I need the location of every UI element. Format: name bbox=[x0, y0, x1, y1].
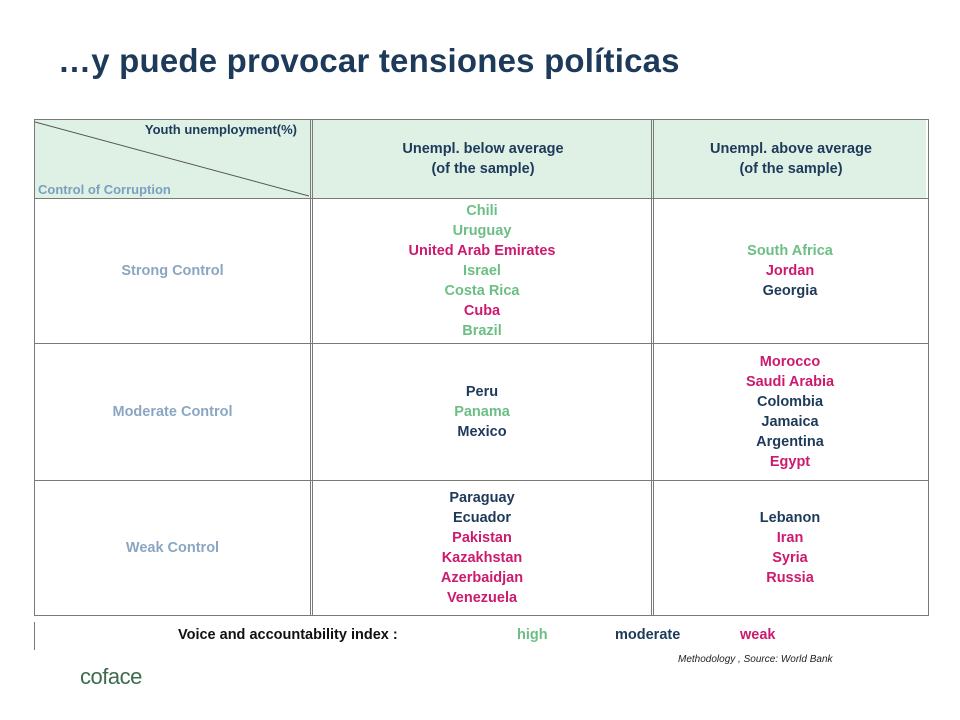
cell-weak-above: Lebanon Iran Syria Russia bbox=[654, 481, 926, 615]
row-label-weak: Weak Control bbox=[125, 540, 220, 556]
list-item: Peru bbox=[465, 384, 499, 400]
legend-moderate: moderate bbox=[615, 627, 681, 643]
column-header-above: Unempl. above average (of the sample) bbox=[656, 120, 926, 198]
row-label-strong: Strong Control bbox=[121, 263, 224, 279]
cell-moderate-above: Morocco Saudi Arabia Colombia Jamaica Ar… bbox=[654, 344, 926, 480]
row-label-moderate: Moderate Control bbox=[112, 404, 233, 420]
list-item: Venezuela bbox=[446, 590, 518, 606]
list-item: Morocco bbox=[759, 354, 821, 370]
coface-logo-text: coface bbox=[80, 664, 142, 689]
corner-row-label: Control of Corruption bbox=[38, 182, 171, 197]
page-title: …y puede provocar tensiones políticas bbox=[58, 42, 680, 79]
source-note: Methodology , Source: World Bank bbox=[678, 654, 833, 665]
legend-row bbox=[34, 622, 927, 650]
row-divider bbox=[35, 198, 928, 199]
list-item: Azerbaidjan bbox=[440, 570, 524, 586]
legend-label: Voice and accountability index : bbox=[178, 627, 398, 643]
corner-diagonal bbox=[35, 121, 309, 197]
list-item: Jordan bbox=[765, 263, 815, 279]
list-item: Russia bbox=[766, 570, 814, 586]
row-divider bbox=[35, 343, 928, 344]
list-item: Israel bbox=[463, 263, 501, 279]
column-header-below: Unempl. below average (of the sample) bbox=[315, 120, 651, 198]
column-divider bbox=[651, 120, 654, 616]
list-item: Pakistan bbox=[452, 530, 512, 546]
cell-weak-below: Paraguay Ecuador Pakistan Kazakhstan Aze… bbox=[313, 481, 651, 615]
list-item: Colombia bbox=[756, 394, 824, 410]
list-item: Uruguay bbox=[452, 223, 512, 239]
list-item: United Arab Emirates bbox=[408, 243, 556, 259]
list-item: Costa Rica bbox=[444, 283, 520, 299]
row-divider bbox=[35, 615, 928, 616]
column-header-below-line2: (of the sample) bbox=[431, 161, 535, 177]
list-item: Georgia bbox=[762, 283, 818, 299]
list-item: Ecuador bbox=[452, 510, 511, 526]
corner-cell: Youth unemployment(%) Control of Corrupt… bbox=[35, 120, 309, 198]
legend-high: high bbox=[517, 627, 548, 643]
list-item: Iran bbox=[776, 530, 804, 546]
list-item: South Africa bbox=[747, 243, 833, 259]
list-item: Saudi Arabia bbox=[745, 374, 835, 390]
list-item: Egypt bbox=[769, 454, 811, 470]
column-divider bbox=[310, 120, 313, 616]
cell-strong-below: Chili Uruguay United Arab Emirates Israe… bbox=[313, 199, 651, 343]
column-header-above-line1: Unempl. above average bbox=[710, 141, 872, 157]
list-item: Brazil bbox=[462, 323, 502, 339]
list-item: Syria bbox=[772, 550, 808, 566]
corruption-unemployment-table: Youth unemployment(%) Control of Corrupt… bbox=[34, 119, 929, 616]
list-item: Jamaica bbox=[761, 414, 819, 430]
column-header-below-line1: Unempl. below average bbox=[402, 141, 564, 157]
coface-logo: coface bbox=[80, 664, 143, 689]
row-divider bbox=[35, 480, 928, 481]
list-item: Lebanon bbox=[759, 510, 821, 526]
list-item: Chili bbox=[466, 203, 498, 219]
list-item: Paraguay bbox=[449, 490, 515, 506]
corner-column-label: Youth unemployment(%) bbox=[144, 122, 297, 137]
cell-strong-above: South Africa Jordan Georgia bbox=[654, 199, 926, 343]
cell-moderate-below: Peru Panama Mexico bbox=[313, 344, 651, 480]
list-item: Panama bbox=[454, 404, 510, 420]
column-header-above-line2: (of the sample) bbox=[739, 161, 843, 177]
list-item: Argentina bbox=[756, 434, 824, 450]
table-header-background bbox=[35, 120, 926, 198]
list-item: Cuba bbox=[463, 303, 501, 319]
list-item: Kazakhstan bbox=[441, 550, 523, 566]
list-item: Mexico bbox=[457, 424, 507, 440]
legend-weak: weak bbox=[740, 627, 776, 643]
